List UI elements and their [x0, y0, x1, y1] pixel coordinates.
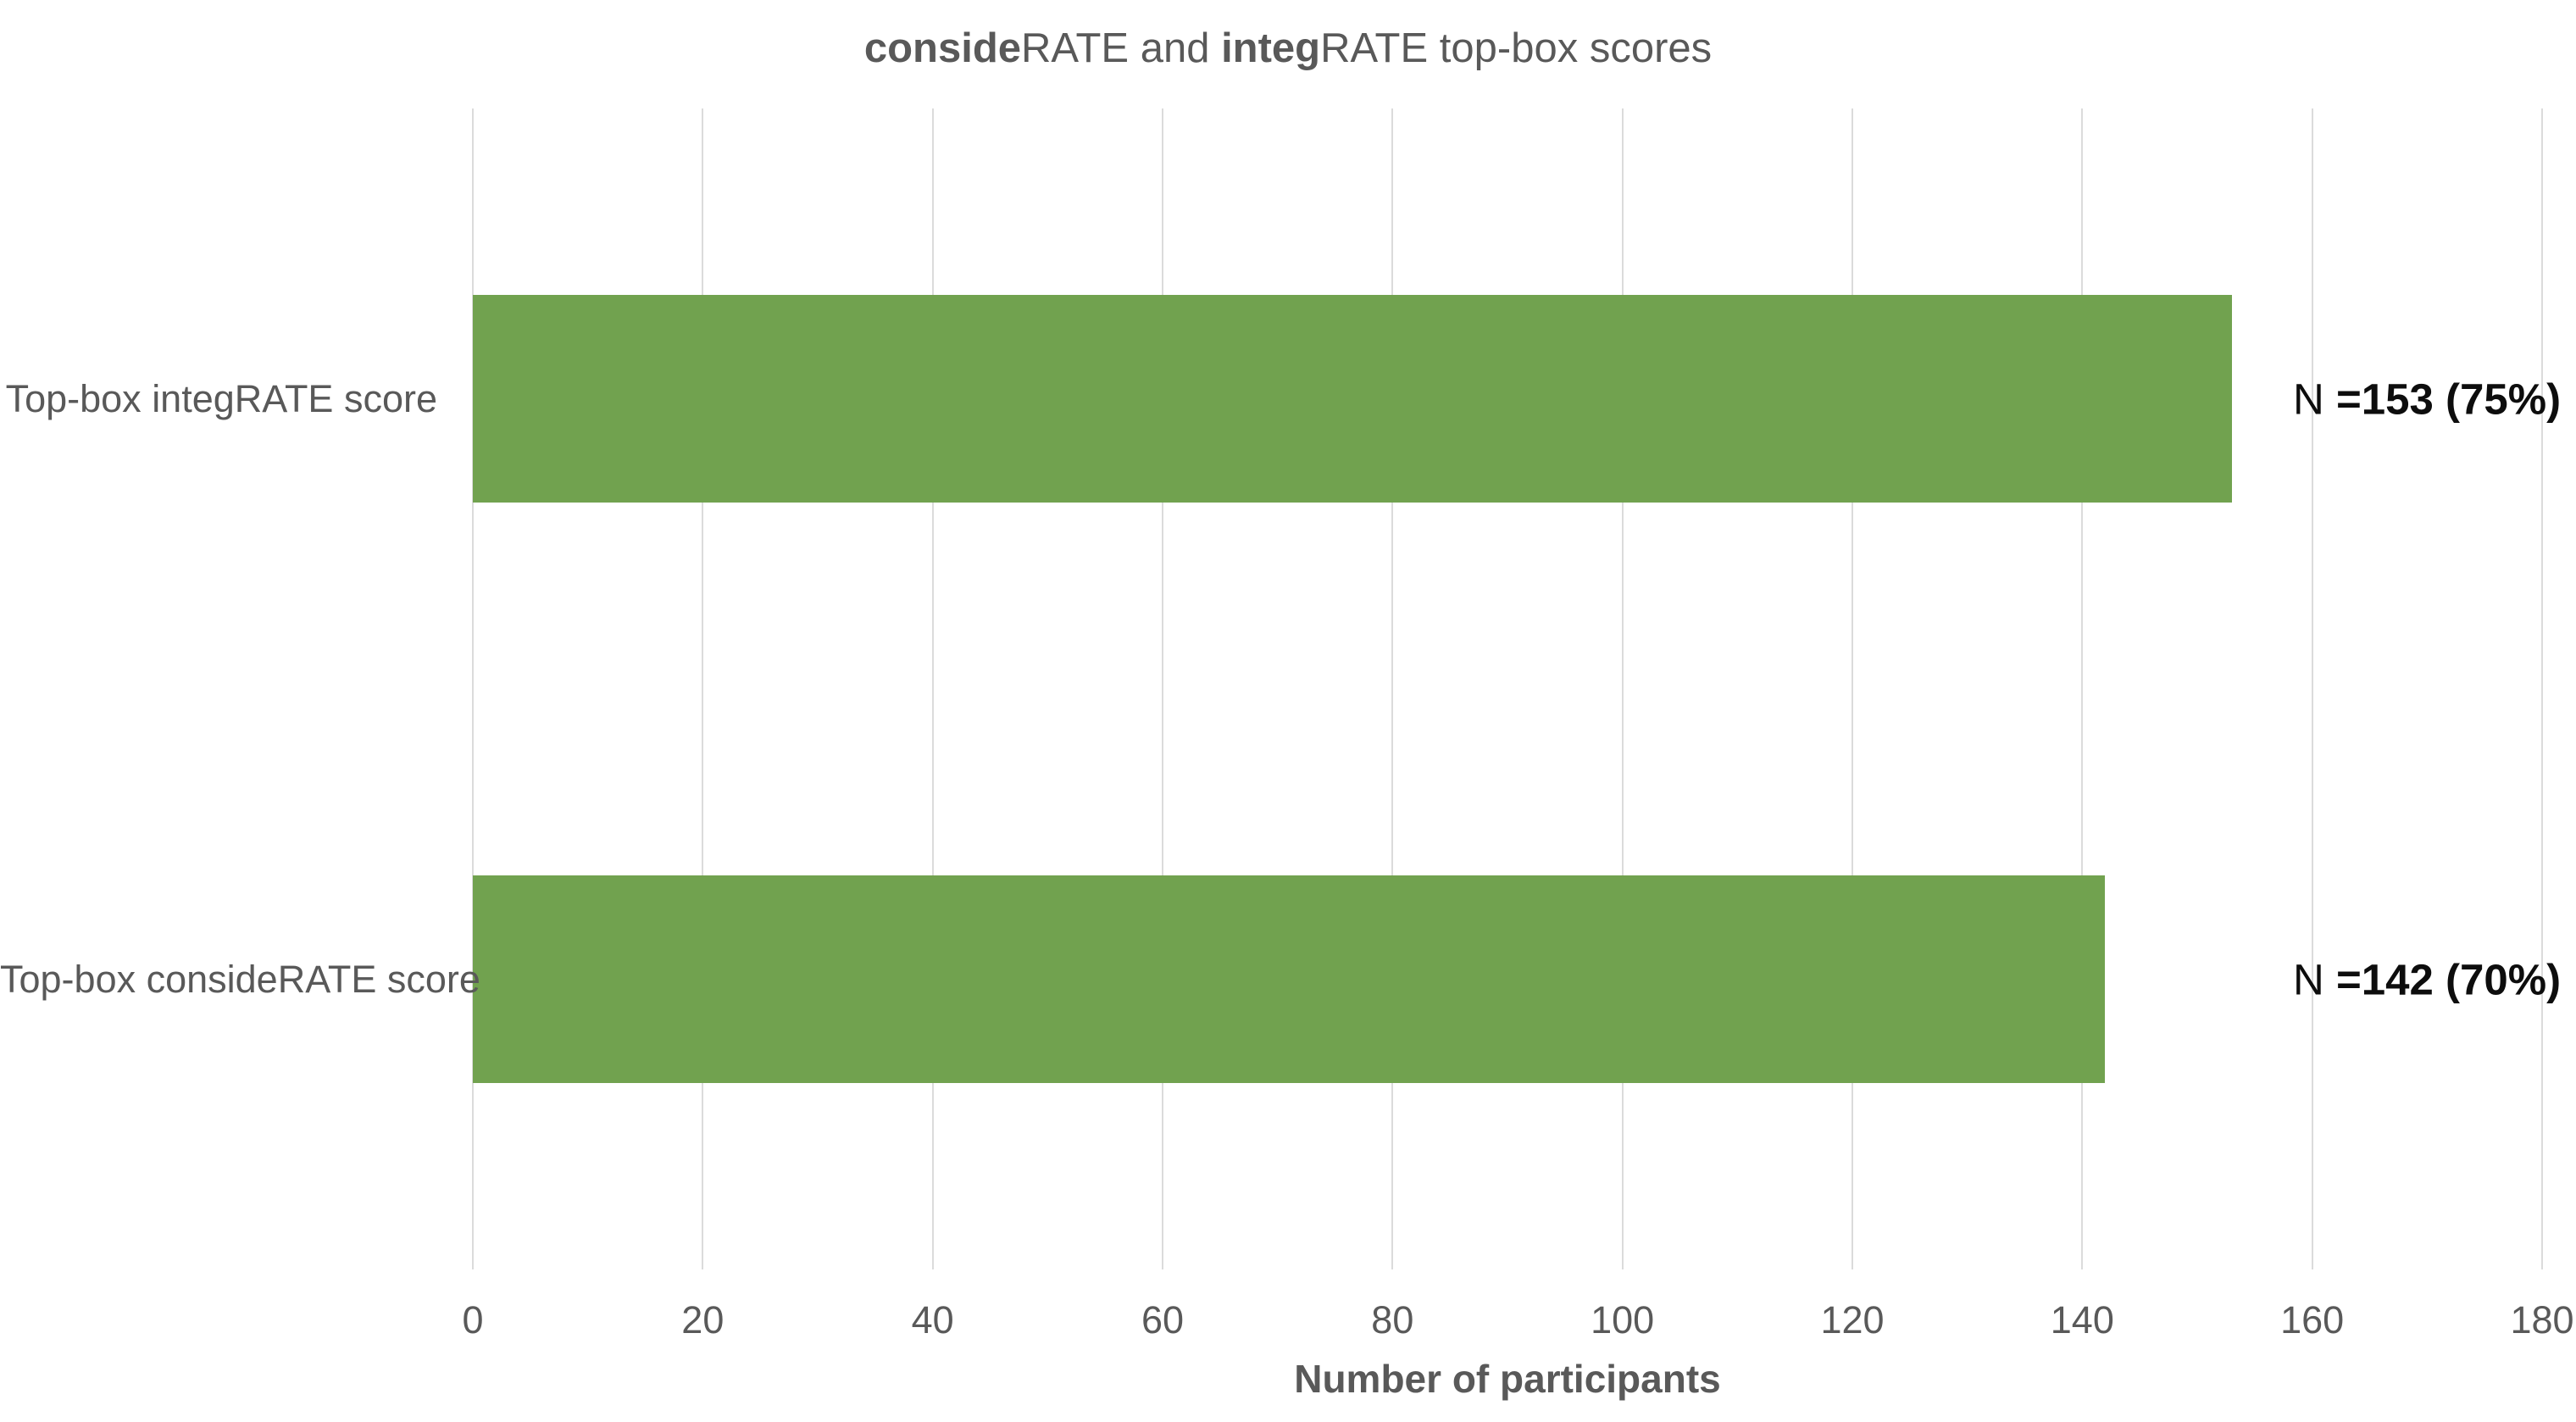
- x-tick-label-20: 20: [681, 1298, 724, 1341]
- gridline-x-160: [2311, 108, 2313, 1269]
- x-tick-label-120: 120: [1820, 1298, 1885, 1341]
- x-tick-label-40: 40: [911, 1298, 954, 1341]
- bar-0: [473, 295, 2232, 503]
- gridline-x-140: [2081, 108, 2084, 1269]
- gridline-x-60: [1162, 108, 1163, 1269]
- data-label-1: N =142 (70%): [2293, 954, 2561, 1004]
- gridline-x-120: [1852, 108, 1853, 1269]
- gridline-x-20: [702, 108, 704, 1269]
- category-label-1: Top-box consideRATE score: [0, 957, 480, 1001]
- chart-title-segment: RATE and: [1021, 25, 1222, 71]
- chart-title-segment: conside: [863, 25, 1022, 71]
- data-label-prefix: N: [2293, 955, 2336, 1003]
- x-tick-label-80: 80: [1371, 1298, 1414, 1341]
- data-label-0: N =153 (75%): [2293, 374, 2561, 424]
- x-axis-title: Number of participants: [1294, 1357, 1721, 1401]
- category-label-0: Top-box integRATE score: [5, 376, 437, 420]
- x-tick-label-60: 60: [1141, 1298, 1185, 1341]
- x-tick-label-140: 140: [2050, 1298, 2114, 1341]
- gridline-x-100: [1621, 108, 1624, 1269]
- gridline-x-0: [472, 108, 474, 1269]
- chart-title-segment: RATE top-box scores: [1320, 25, 1713, 71]
- x-tick-label-160: 160: [2280, 1298, 2345, 1341]
- chart-title: consideRATE and integRATE top-box scores: [0, 22, 2576, 75]
- bar-1: [473, 875, 2106, 1083]
- x-tick-label-180: 180: [2510, 1298, 2574, 1341]
- x-tick-label-0: 0: [462, 1298, 484, 1341]
- data-label-value: =153 (75%): [2336, 375, 2562, 423]
- x-tick-label-100: 100: [1591, 1298, 1655, 1341]
- gridline-x-180: [2541, 108, 2543, 1269]
- gridline-x-40: [931, 108, 934, 1269]
- gridline-x-80: [1391, 108, 1394, 1269]
- data-label-prefix: N: [2293, 375, 2336, 423]
- plot-area: [472, 108, 2543, 1269]
- chart-title-segment: integ: [1221, 25, 1321, 71]
- data-label-value: =142 (70%): [2336, 955, 2562, 1003]
